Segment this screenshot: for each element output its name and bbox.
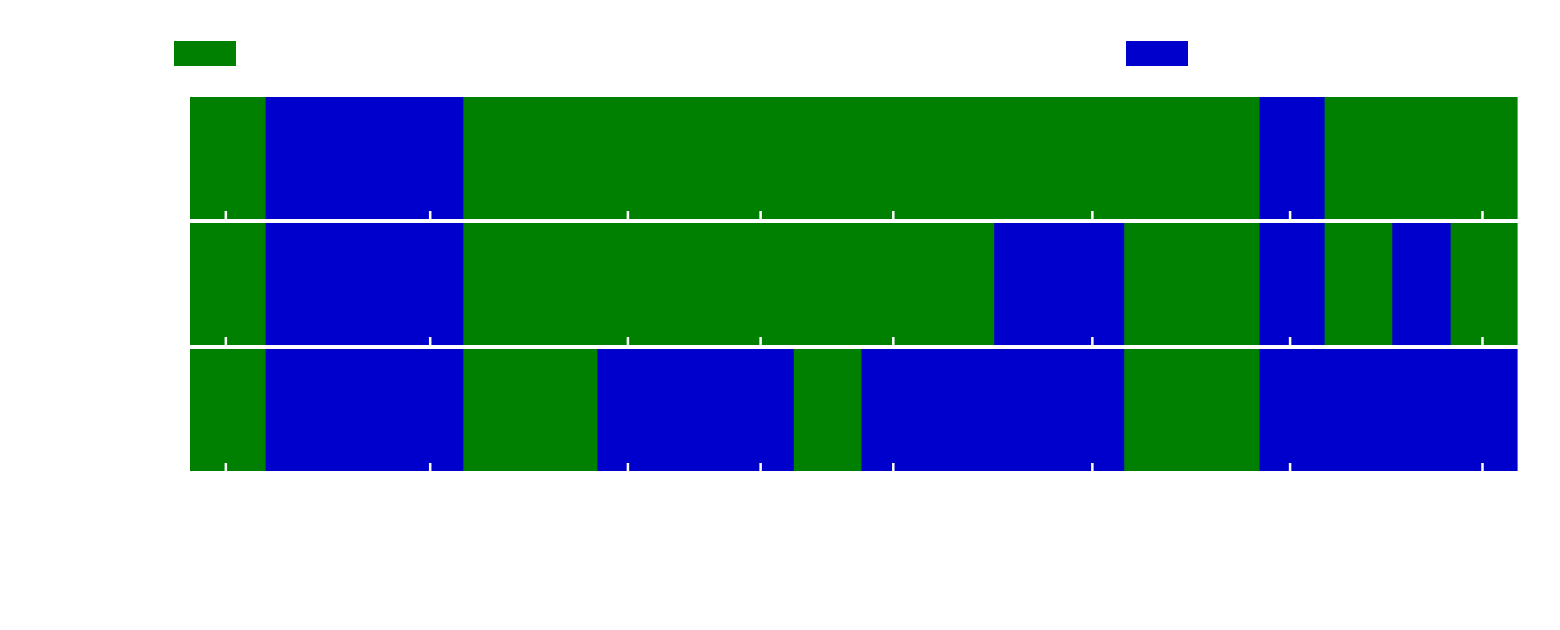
legend-swatch-b (1126, 41, 1188, 66)
row-3 (190, 349, 1518, 471)
segment-r1-4 (1259, 97, 1326, 219)
segment-r2-6 (1259, 223, 1326, 345)
legend (174, 41, 1188, 66)
segment-r3-3 (265, 349, 464, 471)
segment-r3-8 (1124, 349, 1261, 471)
segment-r2-4 (994, 223, 1125, 345)
plot-area (190, 97, 1518, 471)
row-separator-2 (190, 345, 1517, 349)
segment-r2-2 (265, 223, 464, 345)
segment-r1-2 (265, 97, 464, 219)
segment-r2-7 (1324, 223, 1393, 345)
row-1 (190, 97, 1518, 219)
row-separator-1 (190, 219, 1517, 223)
segment-r1-5 (1324, 97, 1518, 219)
segment-r3-5 (597, 349, 795, 471)
segment-r3-7 (861, 349, 1125, 471)
segment-r2-5 (1124, 223, 1261, 345)
segment-r2-9 (1450, 223, 1518, 345)
segment-r1-3 (463, 97, 1261, 219)
segment-r3-6 (793, 349, 863, 471)
legend-swatch-a (174, 41, 236, 66)
segment-r2-8 (1392, 223, 1452, 345)
segment-r3-9 (1259, 349, 1518, 471)
row-2 (190, 223, 1518, 345)
segment-r2-3 (463, 223, 995, 345)
segment-r2-1 (190, 223, 267, 345)
segment-r1-1 (190, 97, 267, 219)
segment-r3-4 (463, 349, 598, 471)
segment-r3-2 (190, 349, 267, 471)
